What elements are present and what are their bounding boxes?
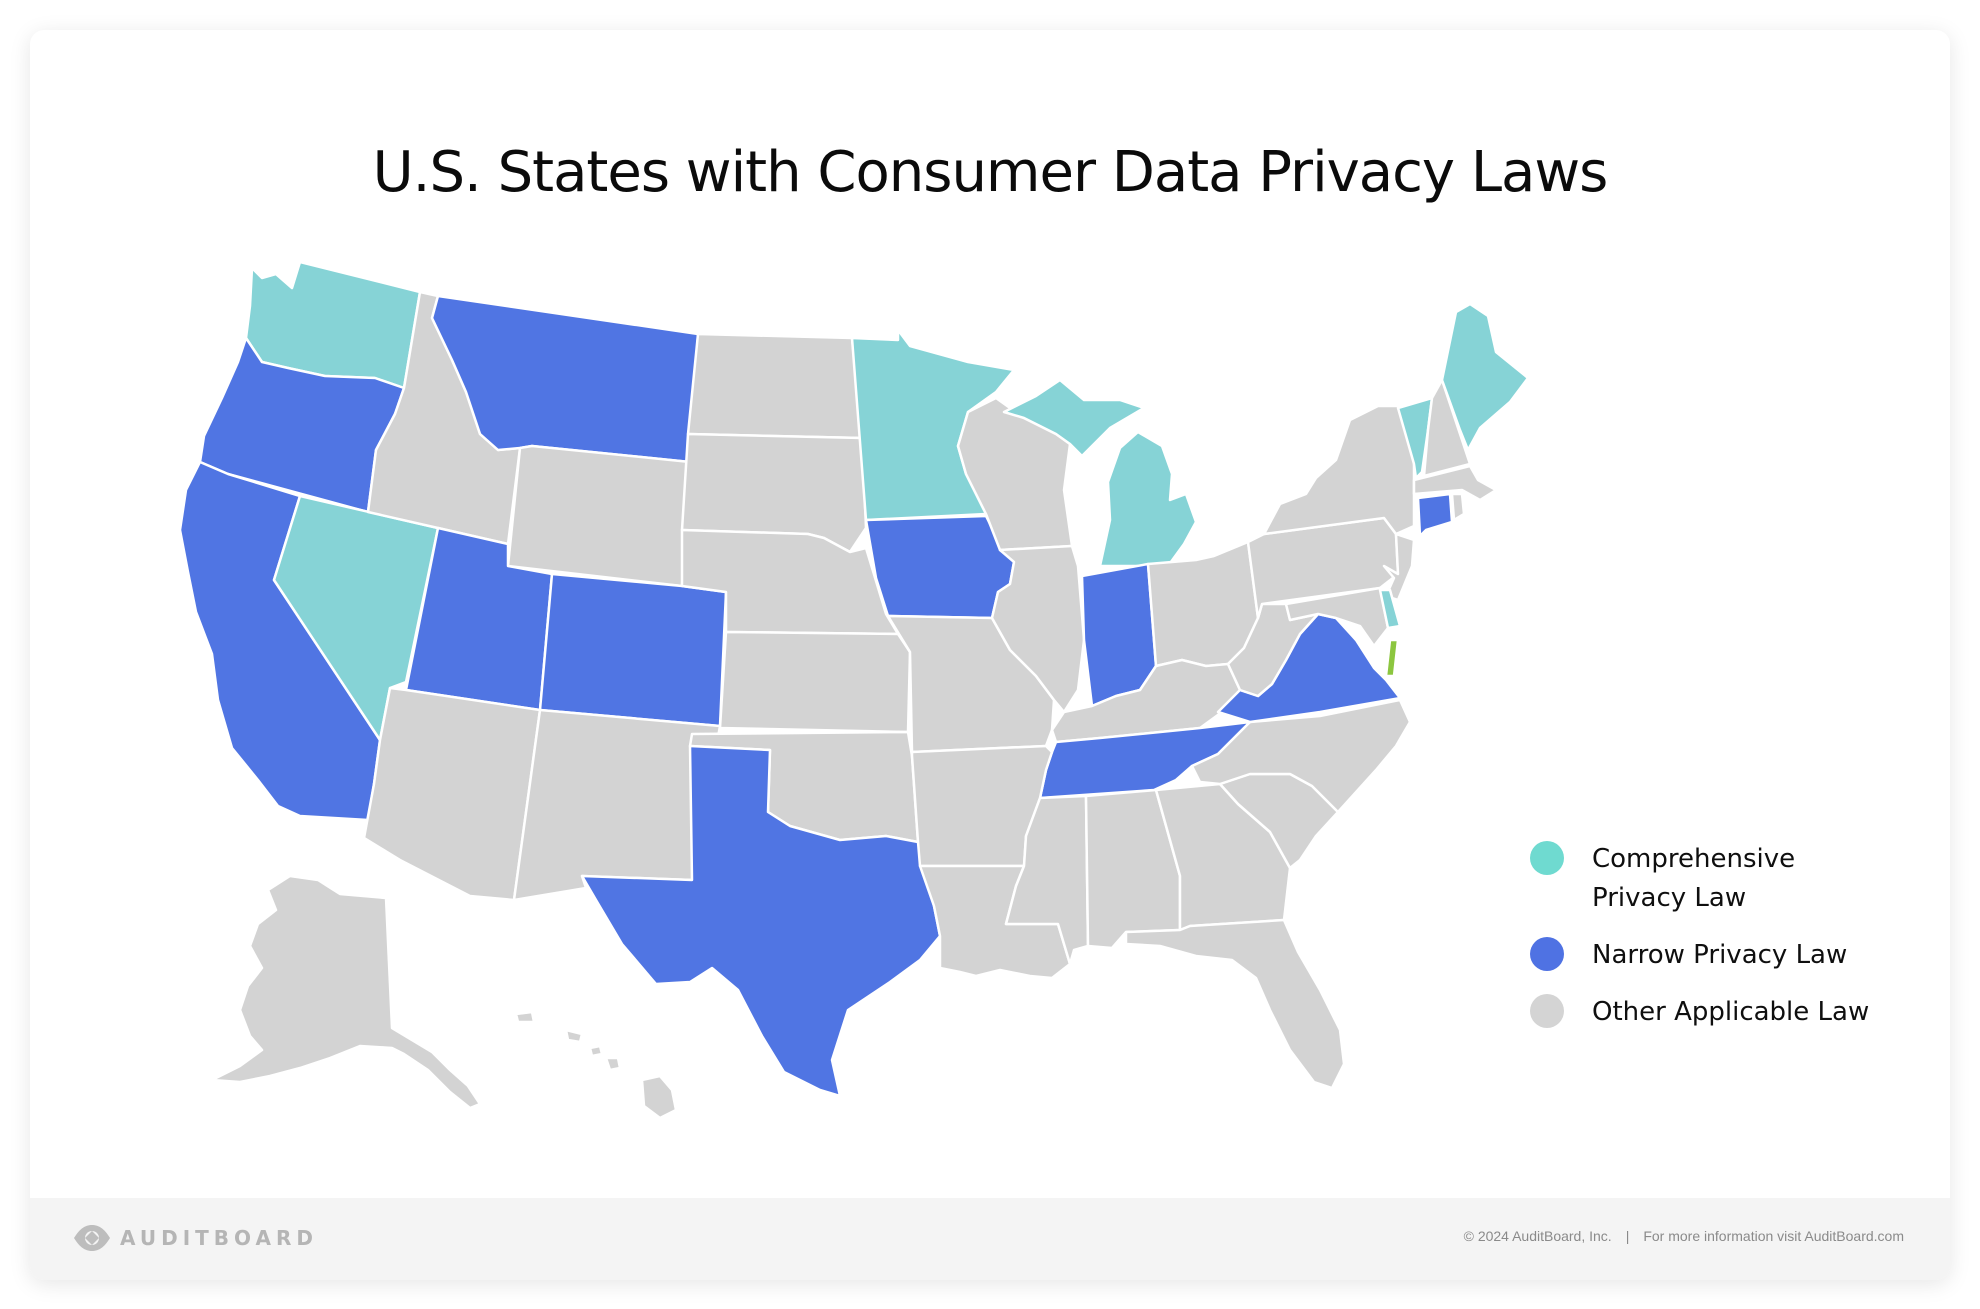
state-NM: [512, 708, 722, 902]
state-HI: [514, 1010, 678, 1120]
state-CT: [1416, 492, 1454, 538]
state-WY: [506, 444, 692, 588]
legend-label-line2: Privacy Law: [1592, 883, 1747, 913]
us-map: [30, 30, 1950, 1280]
legend-item-other: Other Applicable Law: [1530, 993, 1890, 1032]
state-RI: [1450, 492, 1466, 522]
state-AZ: [362, 686, 542, 902]
auditboard-logo[interactable]: AUDITBOARD: [72, 1220, 318, 1256]
legend-swatch-other: [1530, 994, 1564, 1028]
state-TX: [580, 744, 942, 1098]
state-FL: [1124, 918, 1346, 1090]
state-ND: [686, 332, 864, 440]
auditboard-eye-icon: [74, 1225, 110, 1251]
legend-swatch-comprehensive: [1530, 841, 1564, 875]
footer: AUDITBOARD © 2024 AuditBoard, Inc. | For m…: [30, 1198, 1950, 1280]
state-NE: [680, 528, 900, 636]
state-MS: [1004, 794, 1090, 966]
state-CO: [538, 572, 728, 728]
footer-credits: © 2024 AuditBoard, Inc. | For more informa…: [1464, 1228, 1904, 1244]
state-MI: [1002, 378, 1198, 568]
state-NY: [1262, 404, 1416, 536]
legend-label-line1: Comprehensive: [1592, 844, 1796, 874]
state-ME: [1440, 302, 1530, 452]
map-legend: Comprehensive Privacy Law Narrow Privacy…: [1530, 840, 1890, 1032]
state-MD-shore: [1384, 638, 1400, 678]
legend-item-narrow: Narrow Privacy Law: [1530, 936, 1890, 975]
legend-label: Narrow Privacy Law: [1592, 940, 1848, 970]
state-NC: [1190, 698, 1412, 814]
legend-item-comprehensive: Comprehensive Privacy Law: [1530, 840, 1890, 918]
footer-separator: |: [1625, 1228, 1630, 1244]
copyright-text: © 2024 AuditBoard, Inc.: [1463, 1228, 1612, 1244]
state-DE: [1378, 588, 1402, 630]
state-IL: [990, 544, 1086, 714]
footer-info-link[interactable]: For more information visit AuditBoard.co…: [1643, 1228, 1904, 1244]
legend-swatch-narrow: [1530, 937, 1564, 971]
logo-wordmark: AUDITBOARD: [120, 1226, 318, 1250]
infographic-card: U.S. States with Consumer Data Privacy L…: [30, 30, 1950, 1280]
state-MA: [1412, 464, 1498, 502]
state-KS: [718, 630, 912, 734]
state-AK: [210, 874, 482, 1110]
page-title: U.S. States with Consumer Data Privacy L…: [372, 140, 1609, 205]
legend-label: Other Applicable Law: [1592, 997, 1870, 1027]
